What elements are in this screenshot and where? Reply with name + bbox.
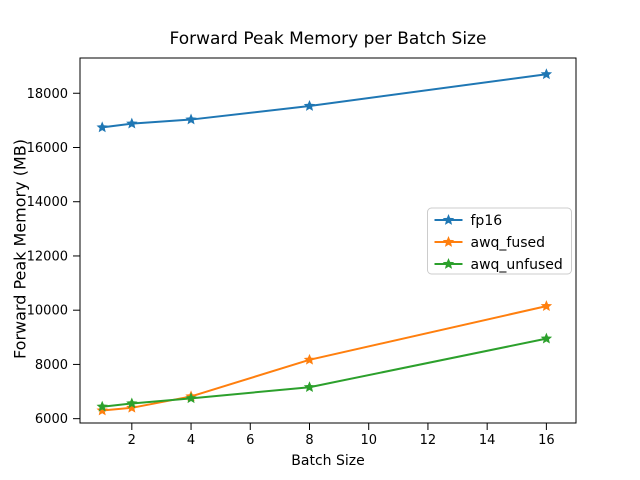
data-point-marker-fp16 xyxy=(96,121,108,133)
data-point-marker-awq_unfused xyxy=(126,397,138,409)
y-axis-label: Forward Peak Memory (MB) xyxy=(10,139,30,359)
x-axis-label: Batch Size xyxy=(291,453,365,469)
data-point-marker-fp16 xyxy=(185,113,197,125)
x-tick-label: 12 xyxy=(420,433,437,448)
x-tick-label: 16 xyxy=(538,433,555,448)
legend-marker-fp16 xyxy=(442,214,455,225)
data-point-marker-fp16 xyxy=(540,68,553,80)
legend-box xyxy=(427,207,572,275)
data-point-marker-awq_unfused xyxy=(96,400,108,412)
y-tick-label: 16000 xyxy=(27,141,68,156)
x-tick-label: 6 xyxy=(246,433,254,448)
data-point-marker-awq_fused xyxy=(96,404,108,416)
x-tick-label: 14 xyxy=(479,433,496,448)
x-tick-label: 4 xyxy=(187,433,195,448)
x-tick-label: 8 xyxy=(305,433,313,448)
axes-frame xyxy=(79,57,577,424)
y-tick-label: 10000 xyxy=(27,304,68,319)
data-point-marker-fp16 xyxy=(303,100,316,111)
data-point-marker-awq_fused xyxy=(540,300,553,311)
data-point-marker-awq_unfused xyxy=(540,332,553,344)
x-tick-label: 2 xyxy=(128,433,136,448)
x-tick-label: 10 xyxy=(360,433,377,448)
y-tick-label: 14000 xyxy=(27,195,68,210)
data-point-marker-awq_unfused xyxy=(303,381,316,393)
y-tick-label: 8000 xyxy=(35,358,68,373)
legend-marker-awq_unfused xyxy=(442,258,455,269)
y-tick-label: 6000 xyxy=(35,412,68,427)
legend-label-fp16: fp16 xyxy=(471,213,503,229)
data-point-marker-awq_fused xyxy=(303,353,316,365)
y-tick-label: 12000 xyxy=(27,249,68,264)
data-point-marker-awq_unfused xyxy=(185,392,197,404)
data-point-marker-fp16 xyxy=(126,117,138,129)
legend-label-awq_fused: awq_fused xyxy=(471,235,546,251)
legend-marker-awq_fused xyxy=(442,236,455,247)
chart-title: Forward Peak Memory per Batch Size xyxy=(169,29,487,49)
data-point-marker-awq_fused xyxy=(126,401,138,413)
y-tick-label: 18000 xyxy=(27,87,68,102)
legend-label-awq_unfused: awq_unfused xyxy=(471,257,563,273)
